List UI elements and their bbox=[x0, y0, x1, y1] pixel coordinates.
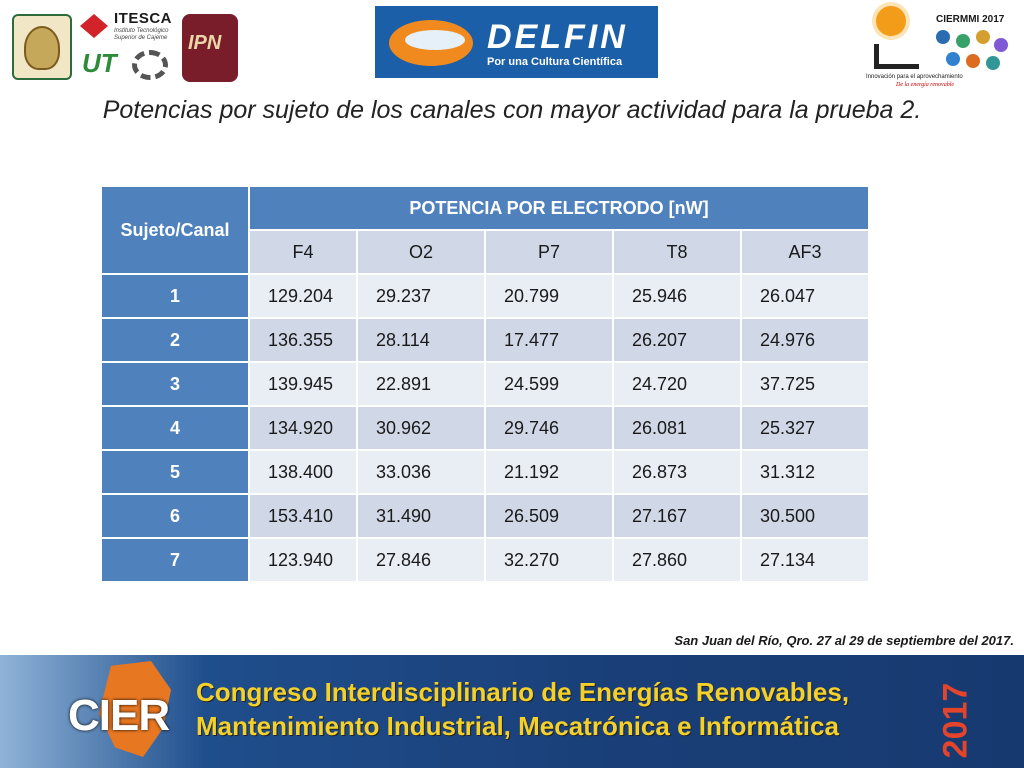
table-cell: 136.355 bbox=[248, 317, 358, 363]
table-cell: 33.036 bbox=[356, 449, 486, 495]
table-row: 7 123.940 27.846 32.270 27.860 27.134 bbox=[100, 537, 870, 583]
table-cell: 24.720 bbox=[612, 361, 742, 407]
partner-logos: ITESCA Instituto Tecnológico Superior de… bbox=[10, 8, 240, 82]
group-header: POTENCIA POR ELECTRODO [nW] bbox=[248, 185, 870, 231]
row-label: 7 bbox=[100, 537, 250, 583]
location-date-note: San Juan del Río, Qro. 27 al 29 de septi… bbox=[674, 633, 1014, 648]
table-row: 6 153.410 31.490 26.509 27.167 30.500 bbox=[100, 493, 870, 539]
column-header: F4 bbox=[248, 229, 358, 275]
congress-year: 2017 bbox=[936, 682, 975, 759]
table-cell: 20.799 bbox=[484, 273, 614, 319]
power-table: Sujeto/Canal POTENCIA POR ELECTRODO [nW]… bbox=[100, 185, 870, 583]
table-cell: 37.725 bbox=[740, 361, 870, 407]
itesca-logo-sub1: Instituto Tecnológico bbox=[114, 28, 169, 34]
delfin-logo: DELFIN Por una Cultura Científica bbox=[375, 6, 658, 78]
table-cell: 17.477 bbox=[484, 317, 614, 363]
row-label: 2 bbox=[100, 317, 250, 363]
congress-title-line2: Mantenimiento Industrial, Mecatrónica e … bbox=[196, 711, 839, 741]
table-cell: 30.962 bbox=[356, 405, 486, 451]
row-label: 5 bbox=[100, 449, 250, 495]
table-cell: 31.490 bbox=[356, 493, 486, 539]
table-cell: 29.237 bbox=[356, 273, 486, 319]
table-cell: 138.400 bbox=[248, 449, 358, 495]
column-header: AF3 bbox=[740, 229, 870, 275]
itesca-logo-name: ITESCA bbox=[114, 10, 173, 27]
table-cell: 27.846 bbox=[356, 537, 486, 583]
table-cell: 27.860 bbox=[612, 537, 742, 583]
table-row: 5 138.400 33.036 21.192 26.873 31.312 bbox=[100, 449, 870, 495]
ut-logo: UT bbox=[80, 48, 180, 84]
delfin-logo-name: DELFIN bbox=[487, 18, 628, 56]
dolphin-icon bbox=[405, 30, 465, 50]
ciermmi-title: CIERMMI 2017 bbox=[936, 14, 1005, 25]
congress-title-line1: Congreso Interdisciplinario de Energías … bbox=[196, 677, 850, 707]
ciermmi-caption1: Innovación para el aprovechamiento bbox=[866, 74, 963, 80]
table-cell: 129.204 bbox=[248, 273, 358, 319]
table-cell: 26.873 bbox=[612, 449, 742, 495]
table-cell: 29.746 bbox=[484, 405, 614, 451]
itesca-logo: ITESCA Instituto Tecnológico Superior de… bbox=[80, 10, 190, 44]
column-header-row: F4 O2 P7 T8 AF3 bbox=[101, 229, 870, 275]
row-label: 3 bbox=[100, 361, 250, 407]
table-cell: 32.270 bbox=[484, 537, 614, 583]
ut-logo-text: UT bbox=[82, 48, 117, 78]
row-label: 4 bbox=[100, 405, 250, 451]
column-header: P7 bbox=[484, 229, 614, 275]
cier-logo: CIER bbox=[68, 691, 170, 740]
delfin-tagline: Por una Cultura Científica bbox=[487, 56, 623, 68]
table-cell: 123.940 bbox=[248, 537, 358, 583]
ipn-logo: IPN bbox=[182, 14, 238, 82]
sun-icon bbox=[876, 6, 906, 36]
table-cell: 25.946 bbox=[612, 273, 742, 319]
column-header: O2 bbox=[356, 229, 486, 275]
ciermmi-logo: CIERMMI 2017 Innovación para el aprovech… bbox=[866, 4, 1018, 90]
table-cell: 26.207 bbox=[612, 317, 742, 363]
table-cell: 26.509 bbox=[484, 493, 614, 539]
table-cell: 24.976 bbox=[740, 317, 870, 363]
congress-banner: CIER Congreso Interdisciplinario de Ener… bbox=[0, 655, 1024, 768]
row-header: Sujeto/Canal bbox=[100, 185, 250, 275]
slide-title: Potencias por sujeto de los canales con … bbox=[102, 96, 922, 124]
table-cell: 21.192 bbox=[484, 449, 614, 495]
table-cell: 26.081 bbox=[612, 405, 742, 451]
table-row: 4 134.920 30.962 29.746 26.081 25.327 bbox=[100, 405, 870, 451]
row-label: 1 bbox=[100, 273, 250, 319]
table-cell: 28.114 bbox=[356, 317, 486, 363]
university-seal-logo bbox=[12, 14, 72, 80]
table-cell: 25.327 bbox=[740, 405, 870, 451]
table-cell: 31.312 bbox=[740, 449, 870, 495]
table-cell: 139.945 bbox=[248, 361, 358, 407]
row-label: 6 bbox=[100, 493, 250, 539]
table-cell: 30.500 bbox=[740, 493, 870, 539]
table-row: 3 139.945 22.891 24.599 24.720 37.725 bbox=[100, 361, 870, 407]
table-cell: 22.891 bbox=[356, 361, 486, 407]
table-row: 1 129.204 29.237 20.799 25.946 26.047 bbox=[100, 273, 870, 319]
table-cell: 26.047 bbox=[740, 273, 870, 319]
table-cell: 134.920 bbox=[248, 405, 358, 451]
table-cell: 24.599 bbox=[484, 361, 614, 407]
ipn-logo-text: IPN bbox=[188, 32, 222, 54]
table-cell: 153.410 bbox=[248, 493, 358, 539]
ciermmi-caption2: De la energía renovable bbox=[896, 82, 955, 88]
table-row: 2 136.355 28.114 17.477 26.207 24.976 bbox=[100, 317, 870, 363]
itesca-logo-sub2: Superior de Cajeme bbox=[114, 35, 168, 41]
table-cell: 27.167 bbox=[612, 493, 742, 539]
table-cell: 27.134 bbox=[740, 537, 870, 583]
column-header: T8 bbox=[612, 229, 742, 275]
gear-icon bbox=[132, 50, 168, 80]
